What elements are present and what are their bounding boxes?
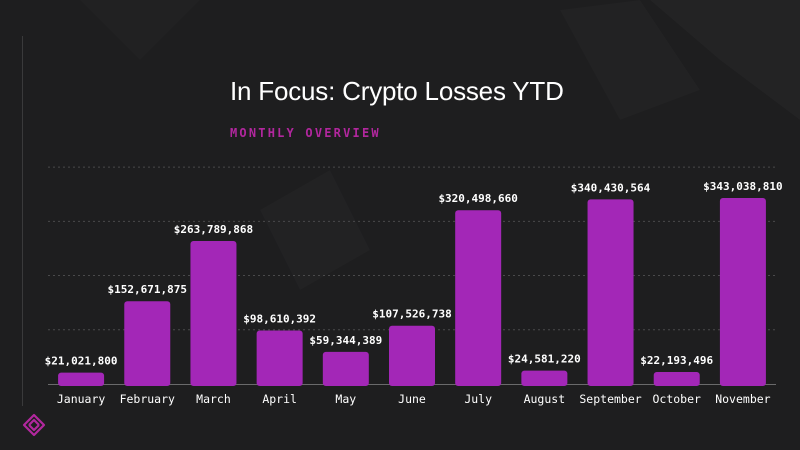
data-label-march: $263,789,868 — [174, 223, 253, 236]
bar-march — [190, 240, 237, 386]
bar-january — [58, 372, 105, 386]
data-label-july: $320,498,660 — [438, 192, 517, 205]
x-tick-label-february: February — [120, 392, 175, 406]
data-label-october: $22,193,496 — [640, 354, 713, 367]
data-label-september: $340,430,564 — [571, 181, 651, 194]
data-label-january: $21,021,800 — [45, 355, 118, 368]
x-tick-label-march: March — [196, 392, 231, 406]
bar-august — [521, 370, 568, 386]
x-tick-label-july: July — [464, 392, 492, 406]
chart-subtitle: MONTHLY OVERVIEW — [230, 126, 381, 140]
data-label-november: $343,038,810 — [703, 180, 782, 193]
x-tick-label-september: September — [579, 392, 641, 406]
bar-june — [389, 325, 435, 386]
chart-title: In Focus: Crypto Losses YTD — [230, 76, 564, 106]
left-divider — [22, 36, 23, 406]
x-tick-label-october: October — [652, 392, 701, 406]
data-label-february: $152,671,875 — [108, 283, 187, 296]
x-tick-label-january: January — [57, 392, 106, 406]
bar-november — [719, 198, 766, 386]
x-tick-label-april: April — [262, 392, 297, 406]
data-label-august: $24,581,220 — [508, 353, 581, 366]
brand-diamond-logo-icon — [22, 413, 46, 437]
data-label-june: $107,526,738 — [372, 308, 451, 321]
x-tick-label-june: June — [398, 392, 426, 406]
bar-may — [322, 351, 369, 386]
bar-february — [124, 301, 171, 386]
data-label-may: $59,344,389 — [309, 334, 382, 347]
x-tick-label-november: November — [715, 392, 770, 406]
bar-october — [653, 371, 700, 386]
bar-july — [455, 210, 502, 386]
bar-april — [256, 330, 303, 386]
x-tick-label-august: August — [524, 392, 566, 406]
bar-september — [587, 199, 634, 386]
x-tick-label-may: May — [335, 392, 356, 406]
data-label-april: $98,610,392 — [243, 313, 316, 326]
